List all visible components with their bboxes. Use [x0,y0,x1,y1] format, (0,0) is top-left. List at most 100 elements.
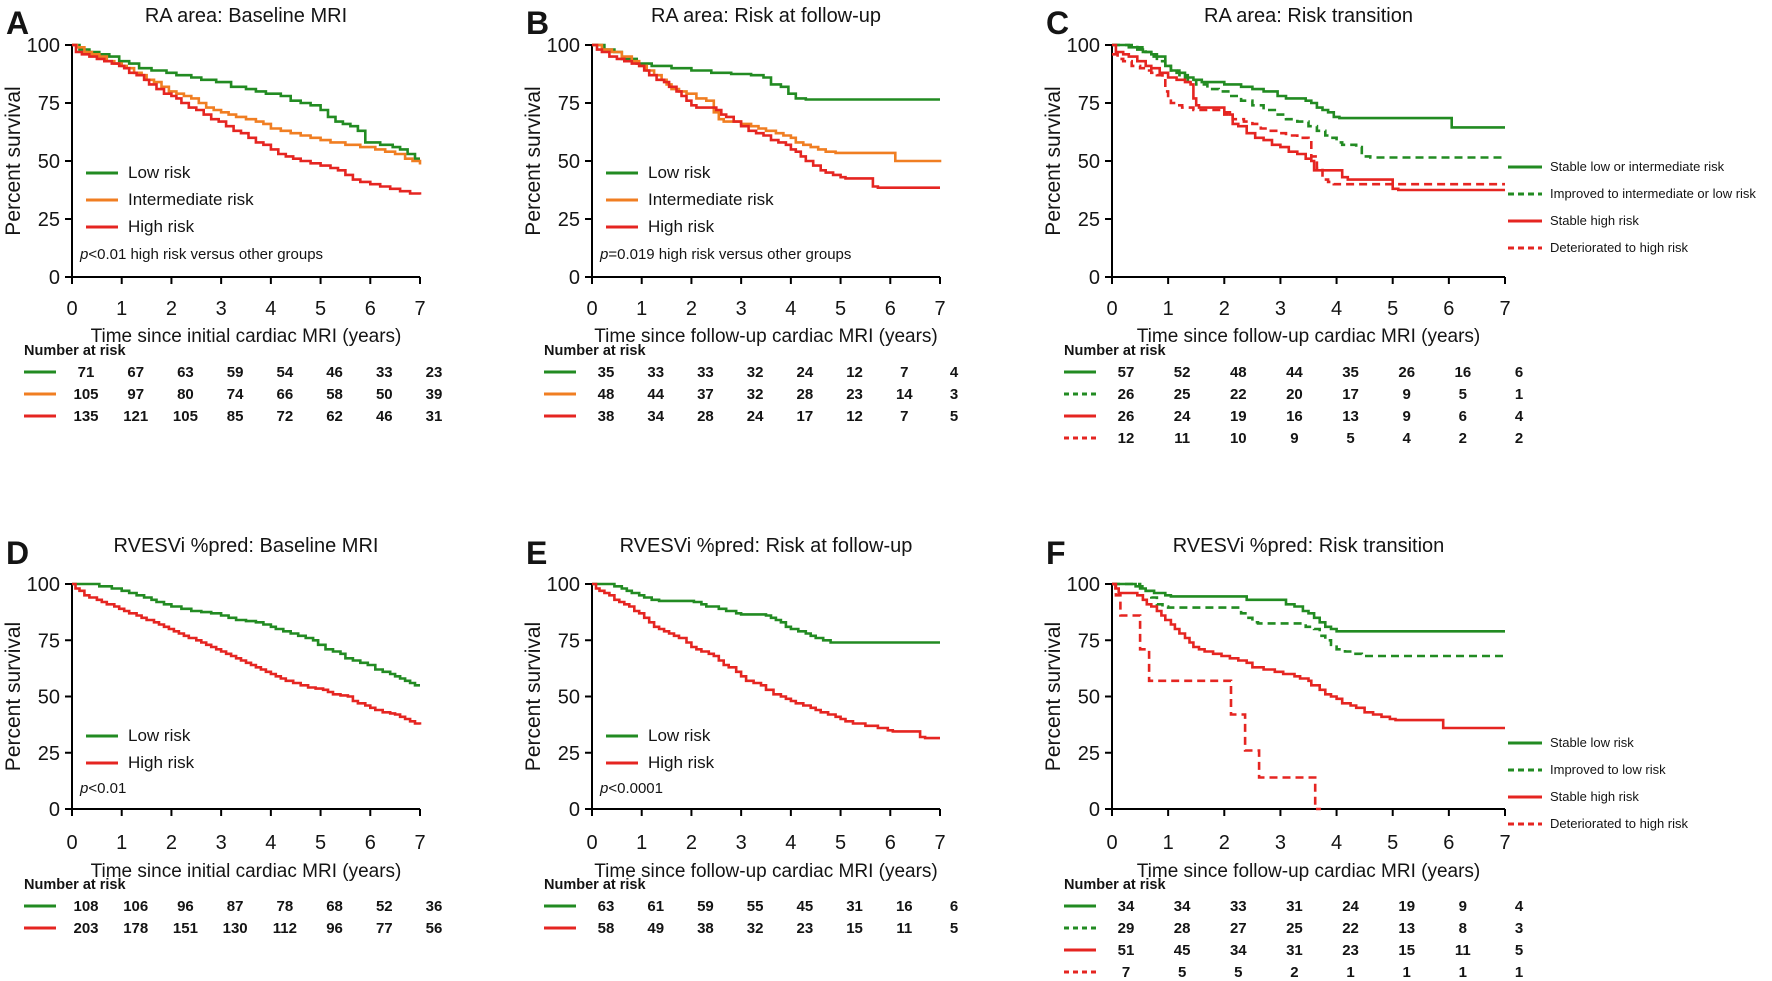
x-tick-label: 6 [1443,298,1454,320]
x-axis-label: Time since follow-up cardiac MRI (years) [1137,326,1481,347]
y-tick-label: 50 [558,687,580,709]
x-tick-label: 7 [1499,298,1510,320]
y-tick-label: 50 [1078,151,1100,173]
panel-c-container: C RA area: Risk transition 0 25 50 75 100 0 1 2 3 4… [1040,0,1772,480]
x-tick-label: 4 [785,298,796,320]
risk-count: 7 [900,364,908,381]
x-tick-label: 4 [785,832,796,854]
risk-count: 57 [1118,364,1135,381]
risk-count: 135 [73,408,98,425]
x-tick-label: 4 [1331,832,1342,854]
risk-table-header: Number at risk [24,343,126,359]
risk-count: 5 [1346,430,1354,447]
risk-count: 6 [1515,364,1523,381]
x-tick-label: 4 [265,832,276,854]
x-tick-label: 2 [686,298,697,320]
x-tick-label: 5 [835,832,846,854]
risk-count: 17 [1342,386,1359,403]
legend-label: High risk [128,753,195,772]
risk-count: 78 [277,898,294,915]
risk-count: 28 [797,386,814,403]
panel-title: RA area: Baseline MRI [145,5,347,27]
x-tick-label: 2 [166,298,177,320]
risk-count: 58 [326,386,343,403]
y-tick-label: 0 [1089,799,1100,821]
risk-count: 27 [1230,920,1247,937]
y-tick-label: 0 [569,267,580,289]
risk-count: 9 [1290,430,1298,447]
y-tick-label: 75 [1078,630,1100,652]
x-tick-label: 3 [736,298,747,320]
x-tick-label: 5 [835,298,846,320]
y-tick-label: 0 [569,799,580,821]
y-tick-label: 25 [1078,209,1100,231]
x-axis-label: Time since initial cardiac MRI (years) [91,326,402,347]
x-tick-label: 5 [315,298,326,320]
legend-label: Stable low or intermediate risk [1550,159,1725,174]
risk-count: 130 [223,920,248,937]
risk-count: 5 [1459,386,1467,403]
risk-count: 4 [1515,408,1524,425]
risk-table-header: Number at risk [24,877,126,893]
risk-count: 45 [797,898,814,915]
legend-label: High risk [648,217,715,236]
risk-count: 48 [598,386,615,403]
risk-count: 1 [1459,964,1467,981]
series-curve-3 [592,43,940,189]
risk-count: 22 [1342,920,1359,937]
risk-count: 36 [426,898,443,915]
panel-letter: C [1046,5,1069,41]
risk-count: 56 [426,920,443,937]
panel-title: RA area: Risk transition [1204,5,1413,27]
risk-count: 1 [1515,386,1523,403]
risk-count: 16 [1286,408,1303,425]
risk-count: 11 [1174,430,1190,447]
risk-count: 108 [73,898,98,915]
risk-count: 16 [1455,364,1472,381]
x-tick-label: 1 [116,298,127,320]
risk-count: 34 [1174,898,1191,915]
y-tick-label: 25 [1078,743,1100,765]
risk-count: 112 [273,920,297,937]
risk-count: 5 [1178,964,1186,981]
risk-count: 5 [950,408,958,425]
risk-count: 7 [1122,964,1130,981]
x-tick-label: 1 [1163,298,1174,320]
risk-count: 87 [227,898,244,915]
x-tick-label: 7 [1499,832,1510,854]
risk-count: 29 [1118,920,1135,937]
panel-title: RVESVi %pred: Baseline MRI [114,535,379,557]
risk-count: 28 [697,408,714,425]
x-tick-label: 6 [1443,832,1454,854]
risk-count: 25 [1174,386,1191,403]
risk-count: 3 [1515,920,1523,937]
panel-letter: F [1046,535,1066,571]
x-tick-label: 1 [1163,832,1174,854]
risk-count: 61 [647,898,664,915]
risk-count: 23 [426,364,443,381]
risk-count: 44 [1286,364,1303,381]
risk-count: 46 [326,364,343,381]
risk-count: 74 [227,386,244,403]
p-value-annotation: p<0.0001 [599,780,663,797]
risk-count: 33 [376,364,393,381]
risk-count: 26 [1118,408,1135,425]
risk-count: 106 [123,898,148,915]
risk-count: 34 [1230,942,1247,959]
risk-count: 4 [1515,898,1524,915]
risk-count: 35 [598,364,615,381]
x-tick-label: 5 [1387,832,1398,854]
risk-count: 58 [598,920,615,937]
risk-count: 15 [1398,942,1415,959]
x-tick-label: 0 [586,832,597,854]
risk-count: 4 [1403,430,1412,447]
risk-count: 203 [73,920,98,937]
risk-count: 24 [797,364,814,381]
risk-count: 19 [1230,408,1247,425]
risk-count: 13 [1342,408,1359,425]
x-axis-label: Time since follow-up cardiac MRI (years) [594,861,938,882]
legend-label: Intermediate risk [128,190,254,209]
panel-d-container: D RVESVi %pred: Baseline MRI 0 25 50 75 100 0 1 2… [0,480,520,981]
